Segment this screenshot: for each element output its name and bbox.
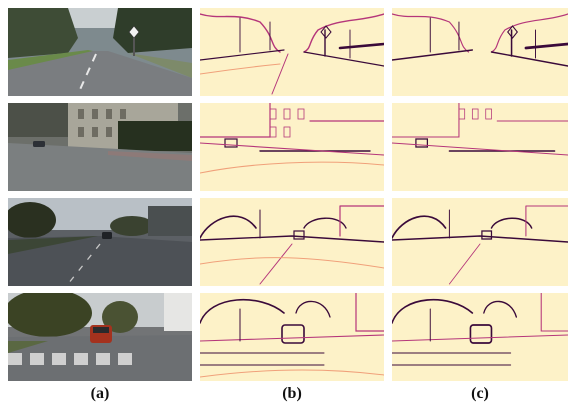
photo-row4-crosswalk	[8, 293, 192, 381]
caption-c: (c)	[471, 385, 489, 402]
caption-b: (b)	[282, 385, 302, 402]
edge-map-b-row4	[200, 293, 384, 381]
edge-map-c-row2	[392, 103, 568, 191]
edge-map-b-row2	[200, 103, 384, 191]
photo-row3-street	[8, 198, 192, 286]
edge-map-c-row4	[392, 293, 568, 381]
edge-map-b-row3	[200, 198, 384, 286]
edge-map-c-row3	[392, 198, 568, 286]
edge-map-b-row1	[200, 8, 384, 96]
caption-a: (a)	[90, 385, 110, 402]
photo-row2-building	[8, 103, 192, 191]
edge-map-c-row1	[392, 8, 568, 96]
photo-row1-road	[8, 8, 192, 96]
